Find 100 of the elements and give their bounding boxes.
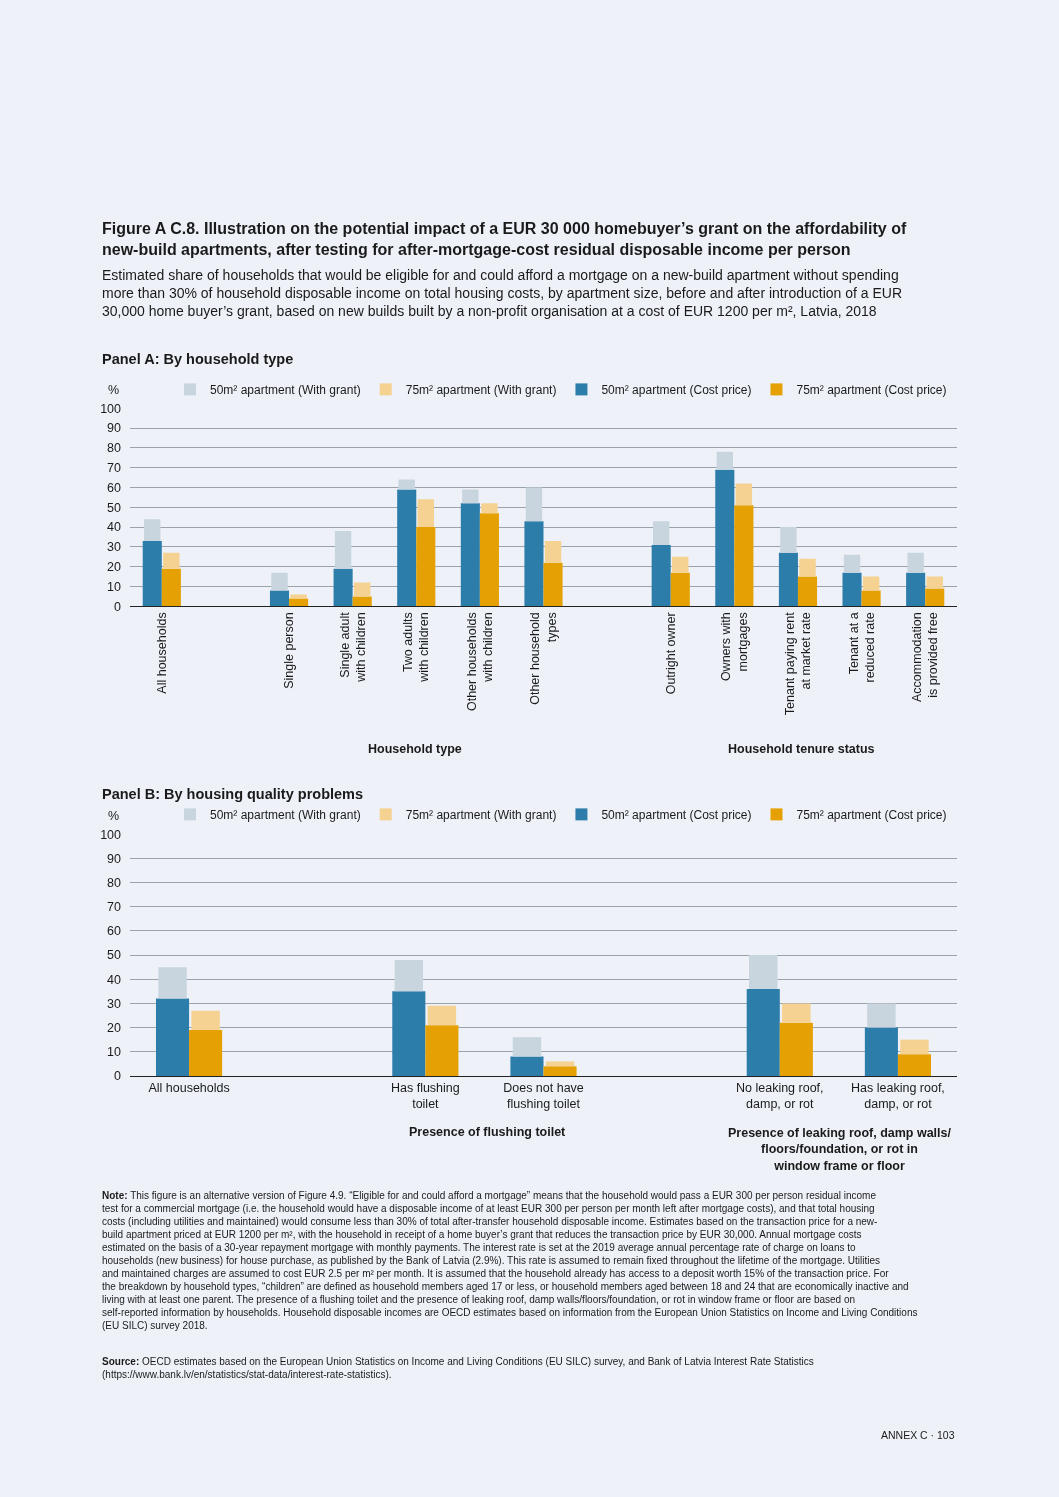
bar xyxy=(925,588,945,607)
bar xyxy=(782,1003,811,1023)
bar xyxy=(735,483,753,506)
bar xyxy=(799,558,816,577)
legend-label: 50m² apartment (Cost price) xyxy=(601,808,752,823)
x-tick-label: All households xyxy=(148,1080,230,1095)
bar xyxy=(392,991,426,1076)
bar xyxy=(780,527,797,553)
bar xyxy=(158,967,187,999)
y-tick-label: 30 xyxy=(107,540,122,555)
y-tick-label: 20 xyxy=(107,560,122,575)
bar xyxy=(394,959,424,992)
y-tick-label: 70 xyxy=(107,900,122,915)
bar xyxy=(864,1027,898,1076)
y-tick-label: 90 xyxy=(107,421,122,436)
legend-label: 75m² apartment (With grant) xyxy=(405,808,557,823)
x-tick-label: Other household types xyxy=(528,612,559,705)
y-tick-label: 0 xyxy=(114,599,122,614)
legend-label: 50m² apartment (Cost price) xyxy=(601,383,752,398)
x-tick-label: Does not have flushing toilet xyxy=(503,1080,584,1112)
bar xyxy=(670,572,690,607)
bar xyxy=(652,521,670,545)
y-tick-label: 70 xyxy=(107,461,122,476)
y-tick-label: 10 xyxy=(107,1045,122,1060)
legend-label: 50m² apartment (With grant) xyxy=(210,808,361,823)
legend-label: 50m² apartment (With grant) xyxy=(210,383,361,398)
y-tick-label: 80 xyxy=(107,875,122,890)
bar xyxy=(734,505,754,607)
bar xyxy=(544,540,562,563)
y-tick-label: 0 xyxy=(114,1069,122,1084)
bar xyxy=(416,527,436,607)
bar xyxy=(425,1025,459,1076)
bar xyxy=(144,519,161,541)
bar xyxy=(417,499,435,528)
x-tick-label: All households xyxy=(154,612,169,694)
bar xyxy=(510,1056,544,1076)
bar xyxy=(353,582,371,597)
bar xyxy=(460,503,480,607)
bar xyxy=(191,1010,220,1030)
text: Presence of flushing toilet xyxy=(409,1125,567,1139)
bar xyxy=(651,544,671,607)
bar xyxy=(543,1066,577,1076)
text: ANNEX C · 103 xyxy=(881,1429,955,1441)
y-tick-label: 50 xyxy=(107,500,122,515)
bar xyxy=(843,554,861,573)
text: Presence of leaking roof, damp walls/ floors/foundation, or rot in window frame or floor xyxy=(728,1126,952,1173)
x-tick-label: Outright owner xyxy=(663,612,678,695)
bar xyxy=(161,568,181,607)
bar xyxy=(334,531,352,569)
y-tick-label: 100 xyxy=(100,401,122,416)
y-tick-label: 20 xyxy=(107,1020,122,1035)
bar xyxy=(545,1061,575,1067)
y-tick-label: 100 xyxy=(100,827,122,842)
y-tick-label: 30 xyxy=(107,996,122,1011)
bar xyxy=(271,572,288,591)
y-axis-title: % xyxy=(108,383,120,397)
bar xyxy=(333,568,353,607)
bar xyxy=(142,540,162,607)
bar xyxy=(749,955,778,989)
text: Household type xyxy=(368,742,462,756)
bar xyxy=(524,521,544,607)
chart-subtitle: Estimated share of households that would be eligible for and could afford a mortgage on a new-build apartment without spending more than 30% of household disposable income on total housing costs, by apartment size, before and after introduction of a EUR 30,000 home buyer’s grant, based on new builds built by a non-profit organisation at a cost of EUR 1200 per m², Latvia, 2018 xyxy=(102,267,903,320)
legend-label: 75m² apartment (With grant) xyxy=(405,383,557,398)
bar xyxy=(897,1054,932,1076)
bar xyxy=(290,594,307,599)
bar xyxy=(778,552,798,607)
bar xyxy=(189,1029,223,1076)
bar xyxy=(842,572,862,607)
bar xyxy=(907,552,924,573)
legend-label: 75m² apartment (Cost price) xyxy=(796,808,947,823)
bar xyxy=(716,451,734,470)
chart-title: Figure A C.8. Illustration on the potential impact of a EUR 30 000 homebuyer’s grant on the affordability of new-build apartments, after testing for after-mortgage-cost residual disposable income per person xyxy=(102,220,907,258)
text: Note: This figure is an alternative version of Figure 4.9. “Eligible for and could afford a mortgage” means that the household would pass a EUR 300 per person residual income test for a commercial mortgage (i.e. the household would have a disposable income of at least EUR 300 per person per month left after mortgage costs), and that total housing costs (including utilities and maintained) would consume less than 30% of total after-transfer household disposable income. Estimates based on the transaction price for a new-build apartment priced at EUR 1200 per m², with the household in receipt of a home buyer’s grant that reduces the transaction price by EUR 30,000. Annual mortgage costs estimated on the basis of a 30-year repayment mortgage with monthly payments. The interest rate is set at the 2019 average annual percentage rate of charge on loans to households (new business) for house purchase, as published by the Bank of Latvia (2.9%). This rate is assumed to remain fixed throughout the lifetime of the mortgage. Utilities and maintained charges are assumed to cost EUR 2.5 per m² per month. It is assumed that the household already has access to a deposit worth 15% of the transaction price. For the breakdown by household types, “children” are defined as household members aged 17 or less, or household members aged between 18 and 24 that are economically inactive and living with at least one parent. The presence of a flushing toilet and the presence of leaking roof, damp walls/floors/foundation, or rot in window frame or floor are based on self-reported information by households. Household disposable incomes are OECD estimates based on information from the European Union Statistics on Income and Living Conditions (EU SILC) survey 2018. xyxy=(102,1190,918,1331)
chart-title: Panel B: By housing quality problems xyxy=(102,786,364,802)
y-tick-label: 60 xyxy=(107,480,122,495)
bar xyxy=(543,562,563,607)
bar xyxy=(861,590,881,607)
bar xyxy=(900,1039,929,1055)
x-tick-label: Has flushing toilet xyxy=(390,1080,460,1112)
bar xyxy=(481,503,498,514)
x-tick-label: Has leaking roof, damp, or rot xyxy=(851,1080,945,1112)
bar xyxy=(715,469,735,607)
bar xyxy=(155,998,190,1076)
bar xyxy=(672,556,689,573)
y-tick-label: 50 xyxy=(107,948,122,963)
bar xyxy=(352,596,372,607)
bar xyxy=(797,576,818,607)
bar xyxy=(427,1005,457,1026)
source-note: Source: OECD estimates based on the European Union Statistics on Income and Living Conditions (EU SILC) survey, and Bank of Latvia Interest Rate Statistics (https://www.bank.lv/en/statistics/stat-data/interest-rate-statistics). xyxy=(102,1356,814,1380)
x-tick-label: No leaking roof, damp, or rot xyxy=(736,1080,824,1112)
x-tick-label: Single adult with children xyxy=(337,611,368,683)
bar xyxy=(779,1022,813,1076)
y-axis-title: % xyxy=(108,809,120,823)
y-tick-label: 60 xyxy=(107,924,122,939)
text: Household tenure status xyxy=(728,742,875,756)
bar xyxy=(397,489,417,607)
bar xyxy=(926,576,943,589)
x-tick-label: Owners with mortgages xyxy=(719,612,750,682)
text: Panel A: By household type xyxy=(102,351,294,367)
y-tick-label: 40 xyxy=(107,520,122,535)
